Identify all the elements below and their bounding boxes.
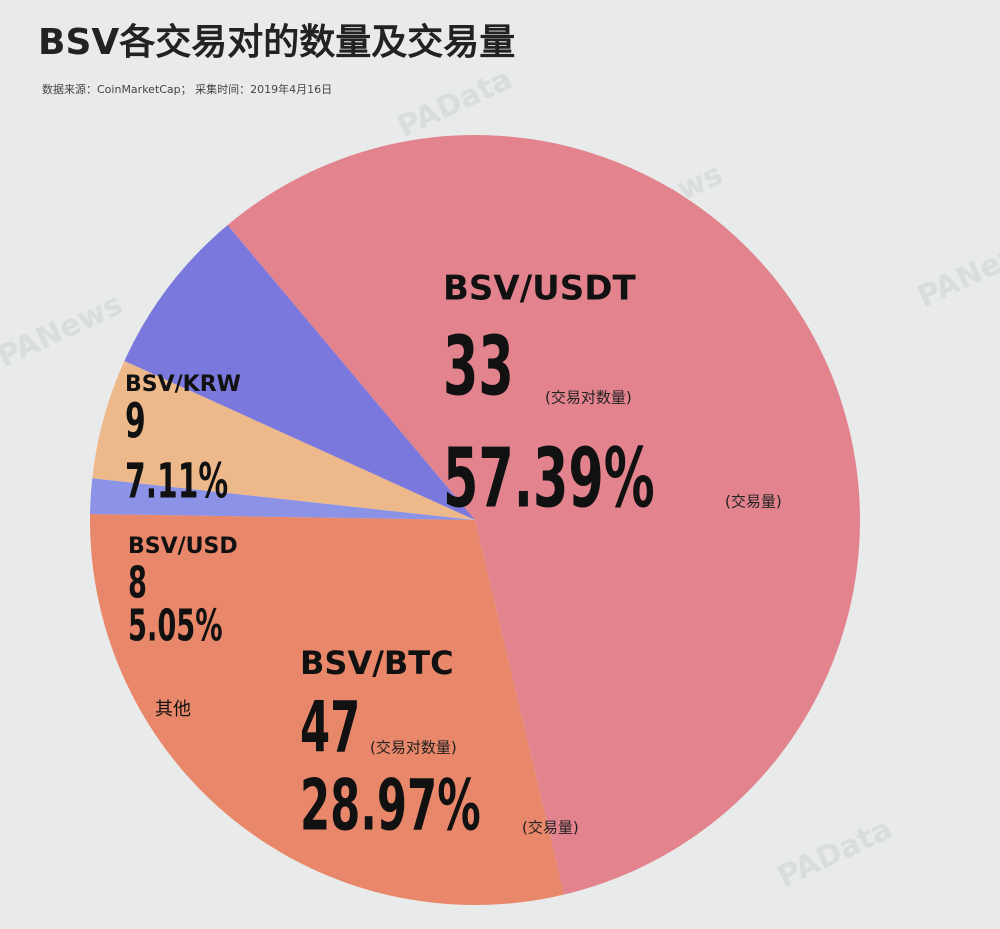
count-label: 47: [300, 686, 360, 768]
slice-name: 其他: [155, 699, 191, 720]
share-note: (交易量): [522, 819, 579, 837]
pie-slice: [92, 360, 475, 520]
chart-title: BSV各交易对的数量及交易量: [38, 21, 515, 63]
share-note: (交易量): [725, 493, 782, 511]
slice-name: BSV/USD: [128, 534, 238, 559]
count-note: (交易对数量): [545, 389, 632, 407]
pie-slice: [124, 225, 476, 521]
count-label: 33: [443, 320, 514, 415]
labels: BSV/USDT 33 57.39% (交易对数量) (交易量) BSV/BTC 4728.…: [125, 269, 782, 847]
pie-slice: [89, 513, 565, 905]
pie: [89, 135, 861, 905]
value-label: 28.97%: [300, 764, 481, 846]
value-label: 57.39%: [443, 432, 655, 527]
value-label: 7.11%: [125, 454, 228, 509]
slice-name: BSV/USDT: [443, 269, 636, 309]
slice-name: BSV/BTC: [300, 644, 454, 682]
slice-name: BSV/KRW: [125, 372, 241, 397]
count-label: 8: [128, 557, 147, 609]
pie-slice: [90, 478, 476, 520]
value-label: 5.05%: [128, 600, 223, 652]
chart-subtitle: 数据来源：CoinMarketCap； 采集时间：2019年4月16日: [42, 82, 332, 96]
pie-slice: [227, 135, 861, 895]
count-label: 9: [125, 394, 146, 449]
count-note: (交易对数量): [370, 739, 457, 757]
